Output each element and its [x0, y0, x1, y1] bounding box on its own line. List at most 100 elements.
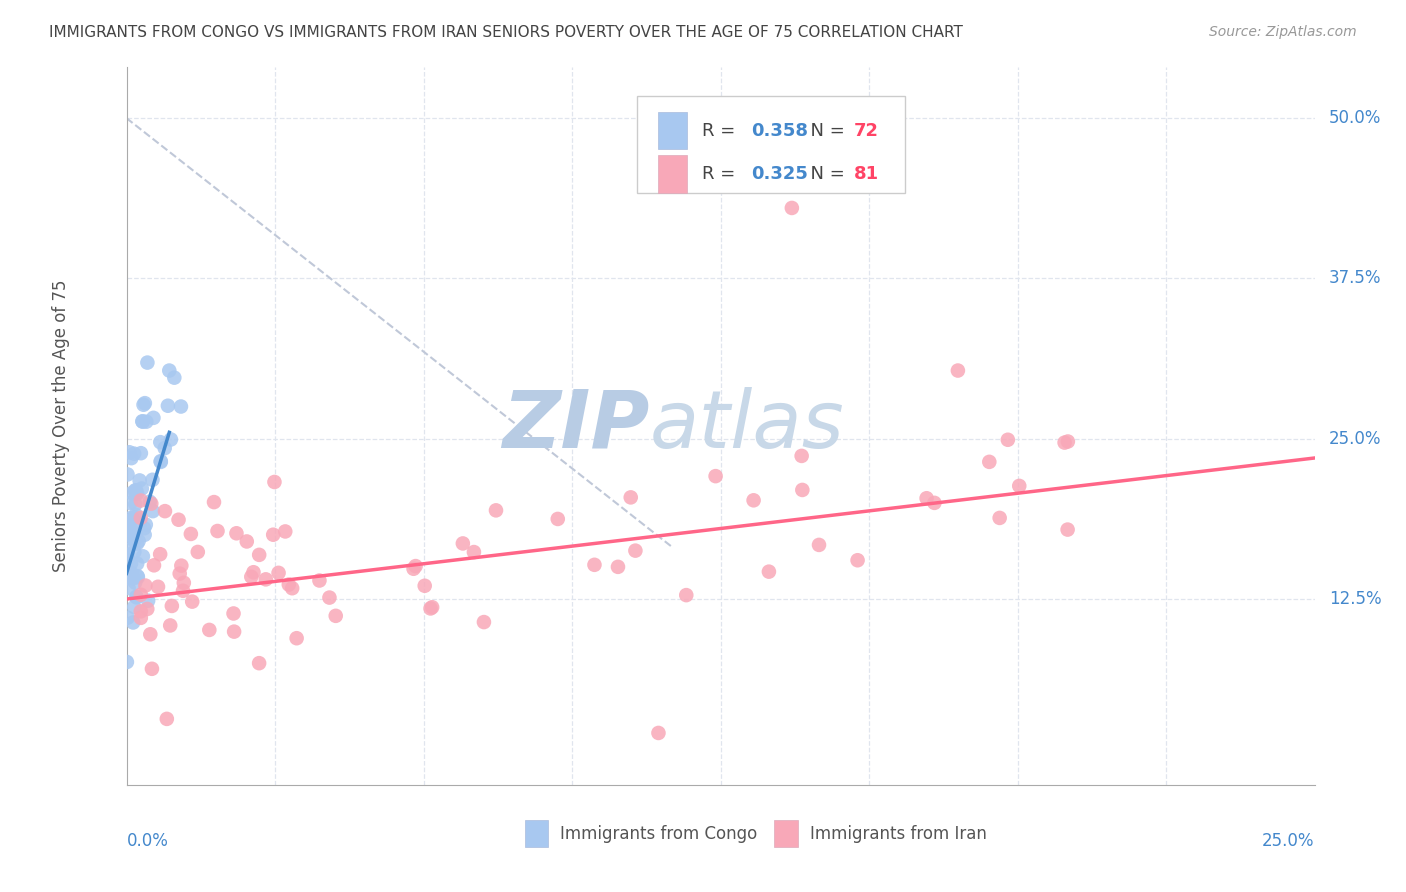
Point — [1053, 435, 1076, 450]
Point — [121, 486, 143, 500]
Point — [207, 524, 229, 538]
Point — [125, 591, 148, 605]
Bar — [658, 155, 688, 193]
Text: 72: 72 — [853, 122, 879, 140]
Point — [136, 602, 159, 616]
Point — [325, 608, 347, 623]
Point — [127, 569, 149, 583]
Point — [846, 553, 869, 567]
Point — [790, 449, 813, 463]
Point — [485, 503, 508, 517]
Point — [308, 574, 330, 588]
Point — [129, 611, 152, 625]
Point — [134, 528, 156, 542]
Text: atlas: atlas — [650, 387, 844, 465]
Point — [988, 511, 1011, 525]
Text: 50.0%: 50.0% — [1329, 109, 1381, 128]
Point — [924, 496, 946, 510]
Point — [180, 527, 202, 541]
Bar — [658, 112, 688, 150]
Point — [143, 558, 166, 573]
Text: 37.5%: 37.5% — [1329, 269, 1381, 287]
Point — [134, 578, 156, 592]
Text: 25.0%: 25.0% — [1329, 430, 1381, 448]
Point — [136, 593, 159, 607]
Point — [181, 594, 204, 608]
Point — [160, 433, 183, 447]
Text: N =: N = — [799, 165, 851, 183]
Point — [547, 512, 569, 526]
Point — [247, 548, 270, 562]
Point — [132, 398, 155, 412]
Point — [159, 618, 181, 632]
Point — [149, 454, 172, 468]
Point — [274, 524, 297, 539]
Point — [263, 475, 285, 489]
Point — [122, 447, 145, 461]
Point — [173, 575, 195, 590]
Point — [675, 588, 697, 602]
Point — [247, 656, 270, 670]
Point — [463, 545, 485, 559]
Point — [120, 566, 142, 580]
Text: IMMIGRANTS FROM CONGO VS IMMIGRANTS FROM IRAN SENIORS POVERTY OVER THE AGE OF 75: IMMIGRANTS FROM CONGO VS IMMIGRANTS FROM… — [49, 25, 963, 40]
Point — [125, 483, 148, 498]
Text: Seniors Poverty Over the Age of 75: Seniors Poverty Over the Age of 75 — [52, 280, 70, 572]
Point — [915, 491, 938, 506]
Point — [997, 433, 1019, 447]
Point — [163, 370, 186, 384]
Point — [134, 521, 156, 535]
Point — [118, 524, 141, 538]
Point — [413, 579, 436, 593]
Point — [285, 631, 308, 645]
Point — [125, 590, 148, 604]
Text: Source: ZipAtlas.com: Source: ZipAtlas.com — [1209, 25, 1357, 39]
Point — [780, 201, 803, 215]
Point — [129, 604, 152, 618]
Point — [124, 575, 146, 590]
Text: 0.325: 0.325 — [751, 165, 808, 183]
Point — [281, 581, 304, 595]
Point — [120, 451, 142, 466]
Text: ZIP: ZIP — [502, 387, 650, 465]
Point — [117, 568, 139, 582]
Point — [117, 548, 139, 562]
Point — [170, 400, 193, 414]
Point — [758, 565, 780, 579]
Point — [120, 517, 142, 532]
Point — [131, 482, 153, 496]
Point — [124, 533, 146, 547]
Point — [125, 528, 148, 542]
Point — [157, 363, 180, 377]
Point — [127, 487, 149, 501]
Text: 0.358: 0.358 — [751, 122, 808, 140]
Point — [153, 504, 176, 518]
Point — [167, 513, 190, 527]
Point — [277, 577, 299, 591]
Point — [136, 355, 159, 369]
Point — [117, 571, 139, 585]
Point — [117, 581, 139, 595]
Point — [118, 445, 141, 459]
Point — [120, 557, 142, 571]
Point — [149, 435, 172, 450]
Text: 81: 81 — [853, 165, 879, 183]
Point — [472, 615, 495, 629]
Point — [254, 572, 277, 586]
Point — [198, 623, 221, 637]
Text: Immigrants from Iran: Immigrants from Iran — [810, 825, 987, 843]
Point — [624, 543, 647, 558]
Text: 12.5%: 12.5% — [1329, 590, 1382, 608]
Point — [402, 562, 425, 576]
Point — [1056, 523, 1078, 537]
Point — [1008, 479, 1031, 493]
Text: 25.0%: 25.0% — [1263, 831, 1315, 850]
Point — [1057, 434, 1080, 449]
Point — [118, 511, 141, 525]
Point — [170, 558, 193, 573]
Point — [419, 601, 441, 615]
Point — [142, 504, 165, 518]
Point — [146, 580, 169, 594]
Point — [135, 517, 157, 532]
Point — [620, 491, 643, 505]
